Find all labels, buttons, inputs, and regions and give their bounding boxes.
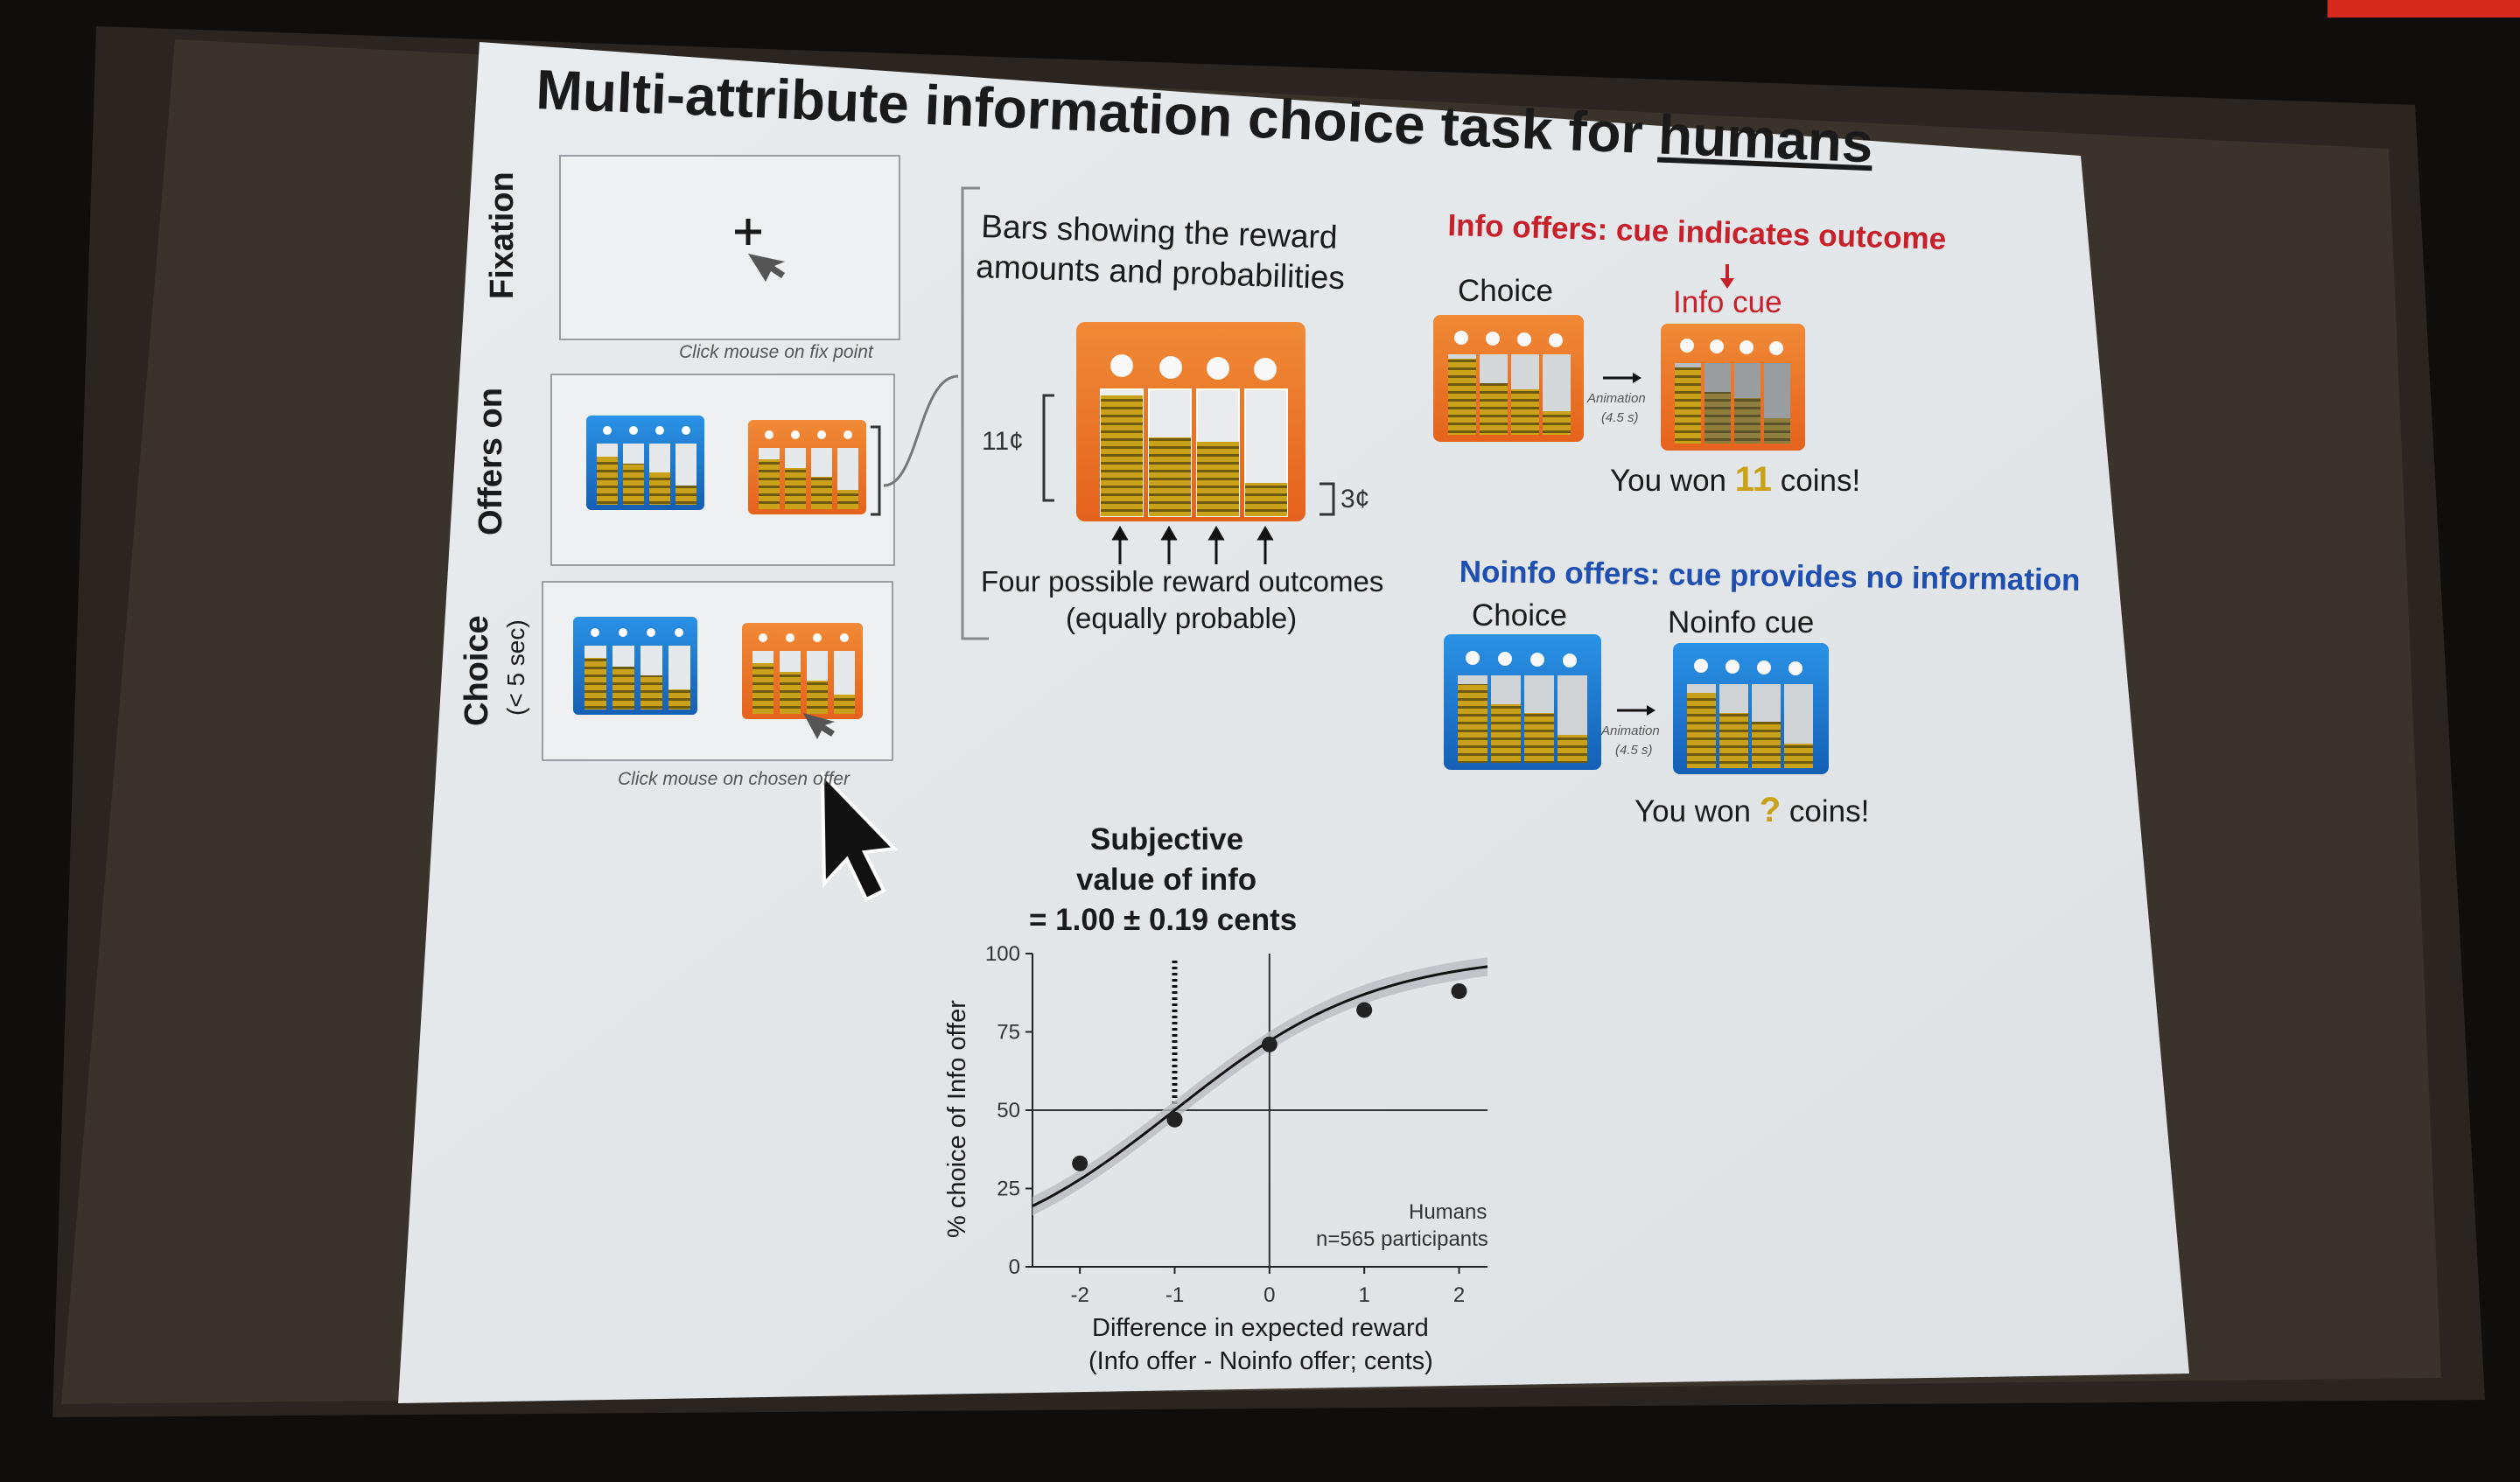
y-tick-label: 50: [997, 1099, 1020, 1122]
outcomes-caption-line1: Four possible reward outcomes: [981, 565, 1384, 598]
fixation-label: Fixation: [484, 171, 521, 299]
info-choice-label: Choice: [1458, 274, 1553, 308]
info-cue-offer: [1661, 324, 1805, 451]
y-tick-label: 100: [985, 942, 1020, 966]
data-point: [1261, 1036, 1278, 1052]
red-light-strip: [2328, 0, 2520, 17]
fixation-cross-icon: [735, 219, 761, 245]
info-animation-duration: (4.5 s): [1601, 410, 1639, 425]
low-amount-bracket: [1320, 482, 1335, 516]
info-won-message: You won 11 coins!: [1610, 462, 1860, 497]
x-axis-label-line1: Difference in expected reward: [1092, 1314, 1429, 1342]
sigmoid-fit-curve: [1032, 965, 1488, 1207]
info-cue-label: Info cue: [1673, 285, 1782, 319]
outcome-arrows: [1111, 526, 1274, 564]
fixation-caption: Click mouse on fix point: [679, 342, 873, 362]
legend-n: n=565 participants: [1316, 1227, 1488, 1251]
y-tick-label: 25: [997, 1178, 1020, 1201]
choice-cursor-icon: [803, 713, 835, 739]
choice-caption: Click mouse on chosen offer: [618, 769, 850, 789]
chart-title-line2: value of info: [1076, 863, 1257, 897]
data-point: [1451, 982, 1467, 999]
zoom-bracket: [871, 425, 881, 516]
slide-title-emphasis: humans: [1656, 102, 1874, 175]
chart-title-line1: Subjective: [1090, 822, 1244, 856]
mouse-pointer-icon[interactable]: [820, 769, 899, 902]
zoom-bracket-large: [961, 186, 989, 640]
offers-on-label: Offers on: [472, 388, 509, 535]
high-amount-bracket: [1042, 394, 1054, 502]
noinfo-cue-offer: [1673, 643, 1829, 774]
x-tick-label: 0: [1264, 1283, 1275, 1307]
noinfo-won-suffix: coins!: [1781, 794, 1870, 828]
fixation-screen-panel: [559, 155, 900, 340]
fit-confidence-band: [1032, 957, 1488, 1216]
noinfo-animation-label: Animation: [1601, 724, 1660, 738]
outcomes-caption-line2: (equally probable): [1066, 602, 1298, 634]
x-tick-label: 1: [1358, 1283, 1369, 1307]
noinfo-won-prefix: You won: [1634, 794, 1760, 828]
info-animation-label: Animation: [1587, 391, 1646, 406]
noinfo-won-value: ?: [1759, 791, 1782, 829]
orange-offer-small: [748, 420, 866, 514]
x-axis-label-line2: (Info offer - Noinfo offer; cents): [1088, 1347, 1433, 1375]
info-won-suffix: coins!: [1772, 464, 1861, 498]
blue-offer-choice: [573, 617, 697, 715]
x-tick-label: 2: [1453, 1283, 1465, 1307]
psychometric-chart: 0 25 50 75 100 -2 -1 0 1 2: [985, 942, 1488, 1307]
chart-title-line3: = 1.00 ± 0.19 cents: [1029, 903, 1298, 937]
data-point: [1356, 1002, 1373, 1018]
data-point: [1072, 1155, 1088, 1171]
y-axis-label: % choice of Info offer: [943, 1000, 971, 1238]
high-amount-label: 11¢: [982, 427, 1024, 456]
x-tick-label: -2: [1070, 1283, 1088, 1307]
y-ticks: 0 25 50 75 100: [985, 942, 1032, 1279]
info-won-prefix: You won: [1610, 464, 1735, 498]
low-amount-label: 3¢: [1340, 485, 1370, 514]
noinfo-cue-label: Noinfo cue: [1668, 605, 1815, 640]
y-tick-label: 0: [1009, 1255, 1020, 1279]
choice-label: Choice: [458, 615, 495, 726]
blue-offer-small: [586, 416, 704, 510]
noinfo-choice-offer: [1444, 634, 1601, 770]
x-ticks: -2 -1 0 1 2: [1070, 1267, 1465, 1307]
data-points: [1072, 982, 1467, 1171]
info-choice-offer: [1433, 315, 1584, 442]
y-tick-label: 75: [997, 1021, 1020, 1045]
zoom-connector: [883, 374, 959, 487]
noinfo-offers-heading: Noinfo offers: cue provides no informati…: [1459, 555, 2081, 598]
legend-group: Humans: [1409, 1200, 1488, 1224]
noinfo-animation-duration: (4.5 s): [1615, 743, 1653, 758]
small-cursor-icon: [748, 254, 785, 282]
info-won-value: 11: [1734, 460, 1773, 499]
noinfo-won-message: You won ? coins!: [1634, 793, 1869, 828]
x-tick-label: -1: [1166, 1283, 1184, 1307]
orange-offer-choice: [742, 623, 863, 719]
large-orange-offer: [1076, 322, 1306, 521]
noinfo-choice-label: Choice: [1472, 598, 1567, 633]
data-point: [1166, 1111, 1183, 1128]
choice-time-limit: (< 5 sec): [502, 619, 529, 716]
